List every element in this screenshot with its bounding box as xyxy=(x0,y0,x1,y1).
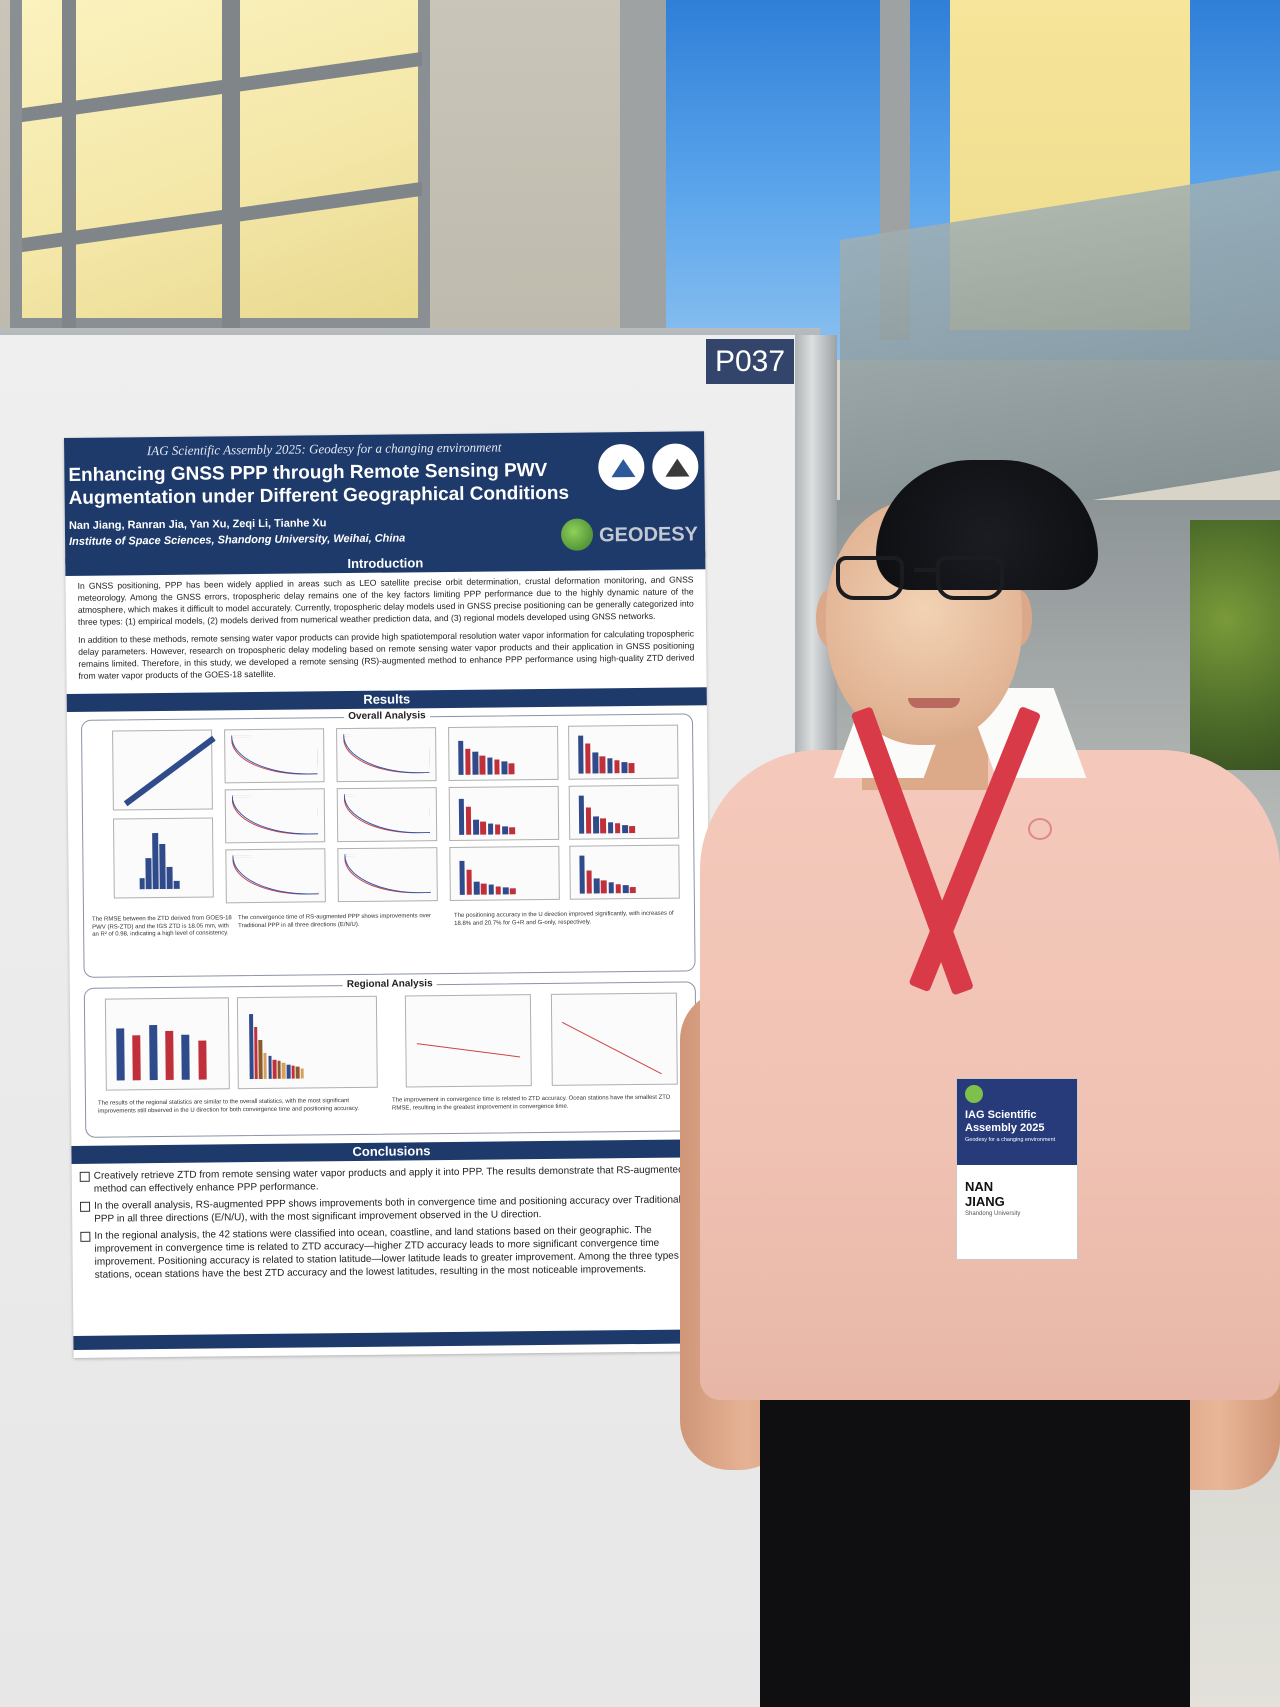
convergence-curve xyxy=(336,787,438,843)
overall-bullet-3: The positioning accuracy in the U direct… xyxy=(453,910,674,927)
badge-event: IAG Scientific Assembly 2025 xyxy=(965,1109,1045,1134)
poster: IAG Scientific Assembly 2025: Geodesy fo… xyxy=(64,431,714,1358)
poster-title: Enhancing GNSS PPP through Remote Sensin… xyxy=(68,459,570,509)
scatter-plot xyxy=(112,729,216,811)
convergence-curve xyxy=(337,847,438,903)
glasses-icon xyxy=(936,556,1004,600)
window-frame xyxy=(620,0,666,340)
badge-organization: Shandong University xyxy=(965,1211,1021,1217)
regional-bullet-2: The improvement in convergence time is r… xyxy=(391,1094,671,1112)
university-logo-icon xyxy=(596,441,647,493)
accuracy-bar-chart xyxy=(569,844,680,900)
pink-polo-shirt xyxy=(700,750,1280,1400)
regression-scatter-zrmse xyxy=(404,994,532,1088)
conclusion-item-2: In the overall analysis, RS-augmented PP… xyxy=(94,1193,694,1225)
histogram xyxy=(112,817,214,899)
regional-analysis-label: Regional Analysis xyxy=(342,978,437,991)
smile xyxy=(908,698,960,708)
glasses-icon xyxy=(836,556,904,600)
regression-scatter-latitude xyxy=(550,992,678,1086)
overall-bullet-2: The convergence time of RS-augmented PPP… xyxy=(238,913,432,929)
overall-analysis-panel: Overall Analysis The RMSE between the ZT… xyxy=(80,710,696,978)
convergence-curve xyxy=(224,788,326,844)
accuracy-bar-chart xyxy=(448,725,559,781)
regional-analysis-panel: Regional Analysis The results of the reg… xyxy=(83,978,698,1138)
regional-bullet-1: The results of the regional statistics a… xyxy=(97,1098,360,1115)
conclusions-heading: Conclusions xyxy=(71,1139,712,1164)
glasses-bridge xyxy=(914,568,936,572)
convergence-curve xyxy=(336,727,437,783)
geodesy-logo-text: GEODESY xyxy=(598,523,699,547)
accuracy-bar-chart xyxy=(448,785,560,841)
iag-globe-icon xyxy=(560,518,594,551)
shirt-logo-icon xyxy=(1028,818,1052,840)
name-badge: IAG Scientific Assembly 2025 Geodesy for… xyxy=(956,1078,1078,1260)
accuracy-bar-chart xyxy=(568,784,680,840)
tree-outside xyxy=(1190,520,1280,770)
badge-first-name: NAN xyxy=(965,1179,994,1194)
regional-bar-chart xyxy=(104,997,230,1091)
badge-last-name: JIANG xyxy=(965,1194,1005,1209)
accuracy-bar-chart xyxy=(449,845,560,901)
conclusion-item-3: In the regional analysis, the 42 station… xyxy=(94,1223,695,1281)
poster-header: IAG Scientific Assembly 2025: Geodesy fo… xyxy=(64,431,706,564)
iag-logo: GEODESY xyxy=(560,515,701,554)
black-trousers xyxy=(760,1390,1190,1707)
conclusion-item-1: Creatively retrieve ZTD from remote sens… xyxy=(94,1163,694,1195)
poster-authors: Nan Jiang, Ranran Jia, Yan Xu, Zeqi Li, … xyxy=(68,517,327,532)
presenter: IAG Scientific Assembly 2025 Geodesy for… xyxy=(680,430,1280,1707)
window-left xyxy=(10,0,430,330)
regional-multi-bar-chart xyxy=(236,995,378,1090)
convergence-curve xyxy=(224,728,325,784)
society-logo-icon xyxy=(650,441,701,492)
accuracy-bar-chart xyxy=(568,724,679,780)
badge-tagline: Geodesy for a changing environment xyxy=(965,1137,1056,1143)
conference-line: IAG Scientific Assembly 2025: Geodesy fo… xyxy=(146,439,502,459)
introduction-paragraph-1: In GNSS positioning, PPP has been widely… xyxy=(77,574,694,627)
convergence-curve xyxy=(225,848,326,904)
overall-analysis-label: Overall Analysis xyxy=(344,710,430,723)
introduction-paragraph-2: In addition to these methods, remote sen… xyxy=(78,628,695,681)
poster-affiliation: Institute of Space Sciences, Shandong Un… xyxy=(69,532,406,548)
overall-bullet-1: The RMSE between the ZTD derived from GO… xyxy=(92,915,232,938)
iag-badge-logo-icon xyxy=(965,1085,983,1103)
board-number: P037 xyxy=(706,339,794,384)
poster-footer-bar xyxy=(73,1329,714,1350)
